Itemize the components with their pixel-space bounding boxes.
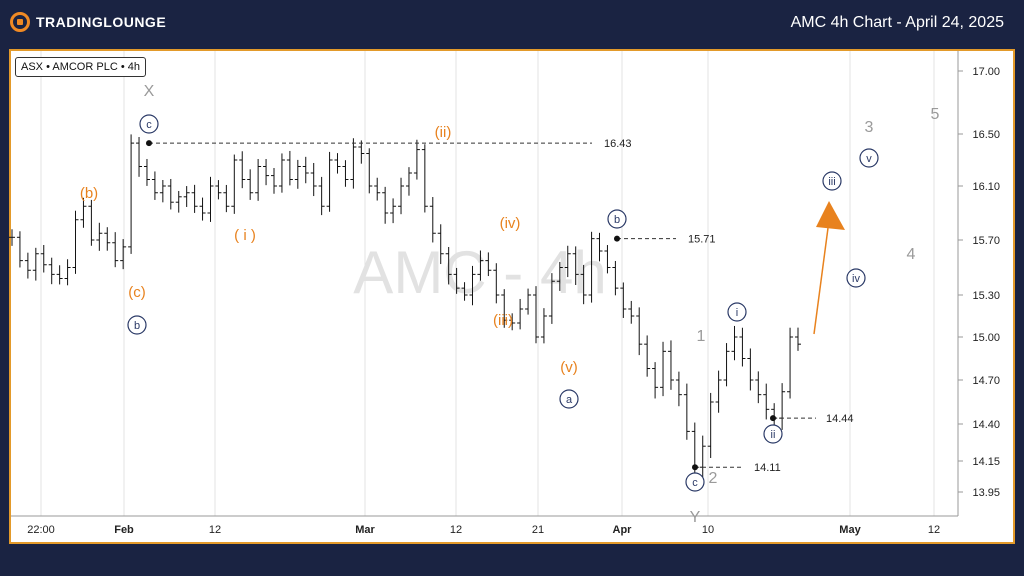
logo-icon [10, 12, 30, 32]
x-tick-label: Feb [114, 524, 134, 536]
wave-label-gray: 5 [931, 106, 940, 123]
y-tick-label: 17.00 [972, 66, 1000, 78]
wave-label-gray: X [144, 83, 155, 100]
brand-logo: TRADINGLOUNGE [10, 12, 166, 32]
wave-circle-navy [607, 209, 627, 229]
y-tick-label: 14.40 [972, 419, 1000, 431]
level-point [614, 235, 620, 242]
wave-label-navy: i [736, 307, 738, 319]
x-tick-label: May [839, 524, 861, 536]
y-tick-label: 16.10 [972, 181, 1000, 193]
wave-circle-navy [139, 114, 159, 134]
wave-label-orange: (b) [80, 185, 98, 202]
wave-label-navy: iv [852, 273, 860, 285]
wave-label-orange: (c) [128, 284, 146, 301]
wave-label-orange: (ii) [435, 124, 452, 141]
wave-label-gray: 2 [709, 470, 718, 487]
wave-label-orange: (v) [560, 359, 578, 376]
wave-label-navy: ii [771, 429, 776, 441]
wave-circle-navy [763, 424, 783, 444]
ticker-label: ASX • AMCOR PLC • 4h [15, 57, 146, 77]
wave-label-gray: 4 [907, 246, 916, 263]
chart-title: AMC 4h Chart - April 24, 2025 [790, 14, 1004, 31]
level-label: 14.11 [754, 462, 781, 474]
y-tick-label: 16.50 [972, 129, 1000, 141]
wave-label-navy: a [566, 394, 573, 406]
wave-label-navy: v [866, 153, 872, 165]
projection-arrow-line [813, 227, 829, 335]
wave-label-gray: Y [690, 509, 701, 526]
chart-frame [9, 49, 1015, 544]
wave-circle-navy [859, 148, 879, 168]
y-tick-label: 13.95 [972, 487, 1000, 499]
y-tick-label: 15.30 [972, 290, 1000, 302]
level-label: 15.71 [688, 234, 716, 246]
top-bar: TRADINGLOUNGE AMC 4h Chart - April 24, 2… [0, 0, 1024, 48]
wave-label-orange: ( i ) [234, 227, 256, 244]
level-point [692, 464, 698, 471]
wave-circle-navy [559, 389, 579, 409]
x-tick-label: 10 [702, 524, 714, 536]
x-tick-label: 21 [532, 524, 544, 536]
wave-label-navy: c [146, 119, 152, 131]
y-tick-label: 14.70 [972, 375, 1000, 387]
x-tick-label: 22:00 [27, 524, 55, 536]
wave-label-orange: (iv) [500, 215, 521, 232]
y-tick-label: 15.70 [972, 235, 1000, 247]
wave-circle-navy [727, 302, 747, 322]
x-tick-label: 12 [450, 524, 462, 536]
wave-circle-navy [846, 268, 866, 288]
wave-circle-navy [685, 472, 705, 492]
wave-circle-navy [822, 171, 842, 191]
level-point [770, 415, 776, 422]
wave-label-navy: b [614, 214, 620, 226]
wave-label-gray: 3 [865, 119, 874, 136]
y-tick-label: 15.00 [972, 332, 1000, 344]
x-tick-label: 12 [928, 524, 940, 536]
level-label: 14.44 [826, 413, 854, 425]
brand-name: TRADINGLOUNGE [36, 14, 167, 30]
wave-label-orange: (iii) [493, 312, 513, 329]
x-tick-label: Apr [613, 524, 633, 536]
wave-label-navy: c [692, 477, 698, 489]
wave-label-navy: b [134, 320, 140, 332]
wave-label-gray: 1 [697, 328, 706, 345]
x-tick-label: Mar [355, 524, 375, 536]
projection-arrow-head [816, 201, 845, 230]
y-tick-label: 14.15 [972, 456, 1000, 468]
level-label: 16.43 [604, 138, 632, 150]
level-point [146, 140, 152, 147]
wave-circle-navy [127, 315, 147, 335]
x-tick-label: 12 [209, 524, 221, 536]
wave-label-navy: iii [828, 176, 835, 188]
